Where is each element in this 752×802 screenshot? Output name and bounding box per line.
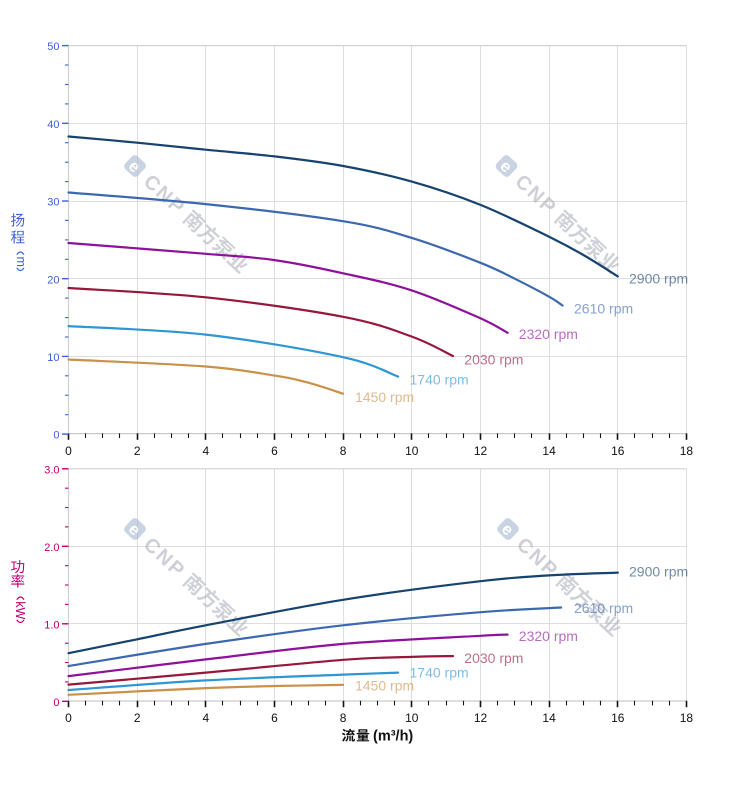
svg-text:16: 16 — [611, 711, 625, 725]
svg-text:2320 rpm: 2320 rpm — [519, 326, 578, 342]
svg-text:kW: kW — [13, 601, 27, 619]
svg-text:10: 10 — [47, 352, 59, 364]
svg-text:2030 rpm: 2030 rpm — [464, 352, 523, 368]
svg-text:10: 10 — [405, 444, 419, 458]
svg-text:2610 rpm: 2610 rpm — [574, 301, 633, 317]
svg-text:0: 0 — [65, 711, 72, 725]
svg-text:0: 0 — [65, 444, 72, 458]
svg-text:1450 rpm: 1450 rpm — [355, 389, 414, 405]
svg-text:(m³/h): (m³/h) — [373, 729, 413, 745]
svg-text:14: 14 — [542, 444, 556, 458]
svg-text:4: 4 — [202, 711, 209, 725]
svg-text:12: 12 — [474, 444, 488, 458]
svg-text:2900 rpm: 2900 rpm — [629, 564, 688, 580]
svg-text:2: 2 — [134, 711, 141, 725]
svg-text:50: 50 — [47, 41, 59, 53]
svg-text:18: 18 — [680, 711, 694, 725]
svg-text:0: 0 — [53, 697, 59, 709]
svg-text:1450 rpm: 1450 rpm — [355, 678, 414, 694]
svg-text:6: 6 — [271, 711, 278, 725]
svg-text:30: 30 — [47, 197, 59, 209]
svg-text:20: 20 — [47, 274, 59, 286]
svg-text:CNP: CNP — [139, 170, 190, 219]
svg-text:m: m — [14, 257, 28, 267]
svg-text:CNP: CNP — [511, 170, 562, 219]
svg-text:8: 8 — [340, 711, 347, 725]
svg-text:16: 16 — [611, 444, 625, 458]
svg-text:2.0: 2.0 — [44, 542, 59, 554]
svg-text:CNP: CNP — [139, 533, 190, 582]
svg-text:1740 rpm: 1740 rpm — [410, 665, 469, 681]
svg-text:2320 rpm: 2320 rpm — [519, 628, 578, 644]
svg-text:2610 rpm: 2610 rpm — [574, 600, 633, 616]
svg-text:10: 10 — [405, 711, 419, 725]
svg-text:2030 rpm: 2030 rpm — [464, 650, 523, 666]
svg-text:8: 8 — [340, 444, 347, 458]
svg-text:2900 rpm: 2900 rpm — [629, 271, 688, 287]
svg-text:18: 18 — [680, 444, 694, 458]
svg-text:40: 40 — [47, 119, 59, 131]
svg-text:2: 2 — [134, 444, 141, 458]
svg-text:4: 4 — [202, 444, 209, 458]
svg-text:3.0: 3.0 — [44, 464, 59, 476]
svg-text:12: 12 — [474, 711, 488, 725]
svg-text:1.0: 1.0 — [44, 619, 59, 631]
svg-text:0: 0 — [53, 430, 59, 442]
svg-text:6: 6 — [271, 444, 278, 458]
svg-text:1740 rpm: 1740 rpm — [410, 372, 469, 388]
svg-text:14: 14 — [542, 711, 556, 725]
